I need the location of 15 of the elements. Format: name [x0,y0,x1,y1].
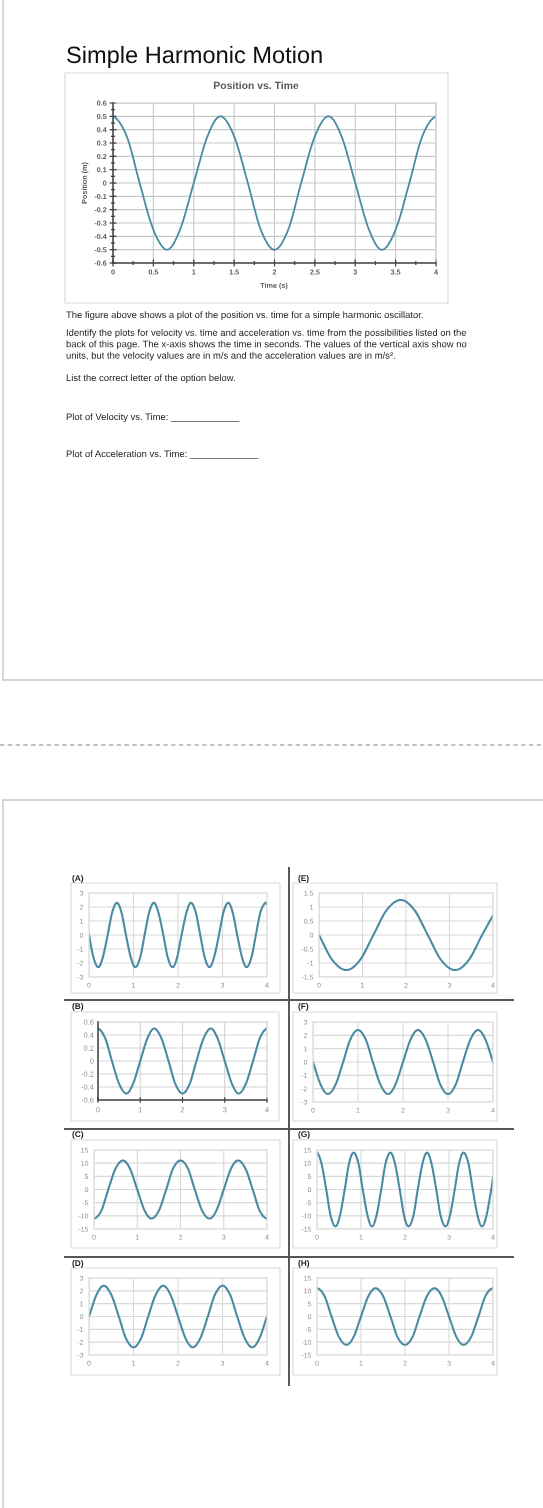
chart-title: Position vs. Time [213,81,299,90]
text: Plot of Velocity vs. Time: _____________ [66,413,240,422]
chart-title: (G) [298,1130,310,1139]
text: Plot of Acceleration vs. Time: _____________ [66,450,259,459]
chart-title: (F) [298,1002,309,1011]
text: The figure above shows a plot of the position vs. time for a simple harmonic oscillator. [66,311,423,320]
chart-title: (C) [72,1130,84,1139]
chart-title: (A) [72,874,84,883]
text: Identify the plots for velocity vs. time and acceleration vs. time from the possibilities listed on the back of this page. The x-axis shows the time in seconds. The values of the vertical axis show no units, but the velocity values are in m/s and the acceleration values are in m/s². [66,329,467,361]
text: Simple Harmonic Motion [67,45,322,68]
chart-title: (E) [298,874,309,883]
chart-title: (B) [72,1002,84,1011]
chart-title: (H) [298,1259,310,1268]
text: List the correct letter of the option below. [66,374,235,383]
chart-title: (D) [72,1259,84,1268]
